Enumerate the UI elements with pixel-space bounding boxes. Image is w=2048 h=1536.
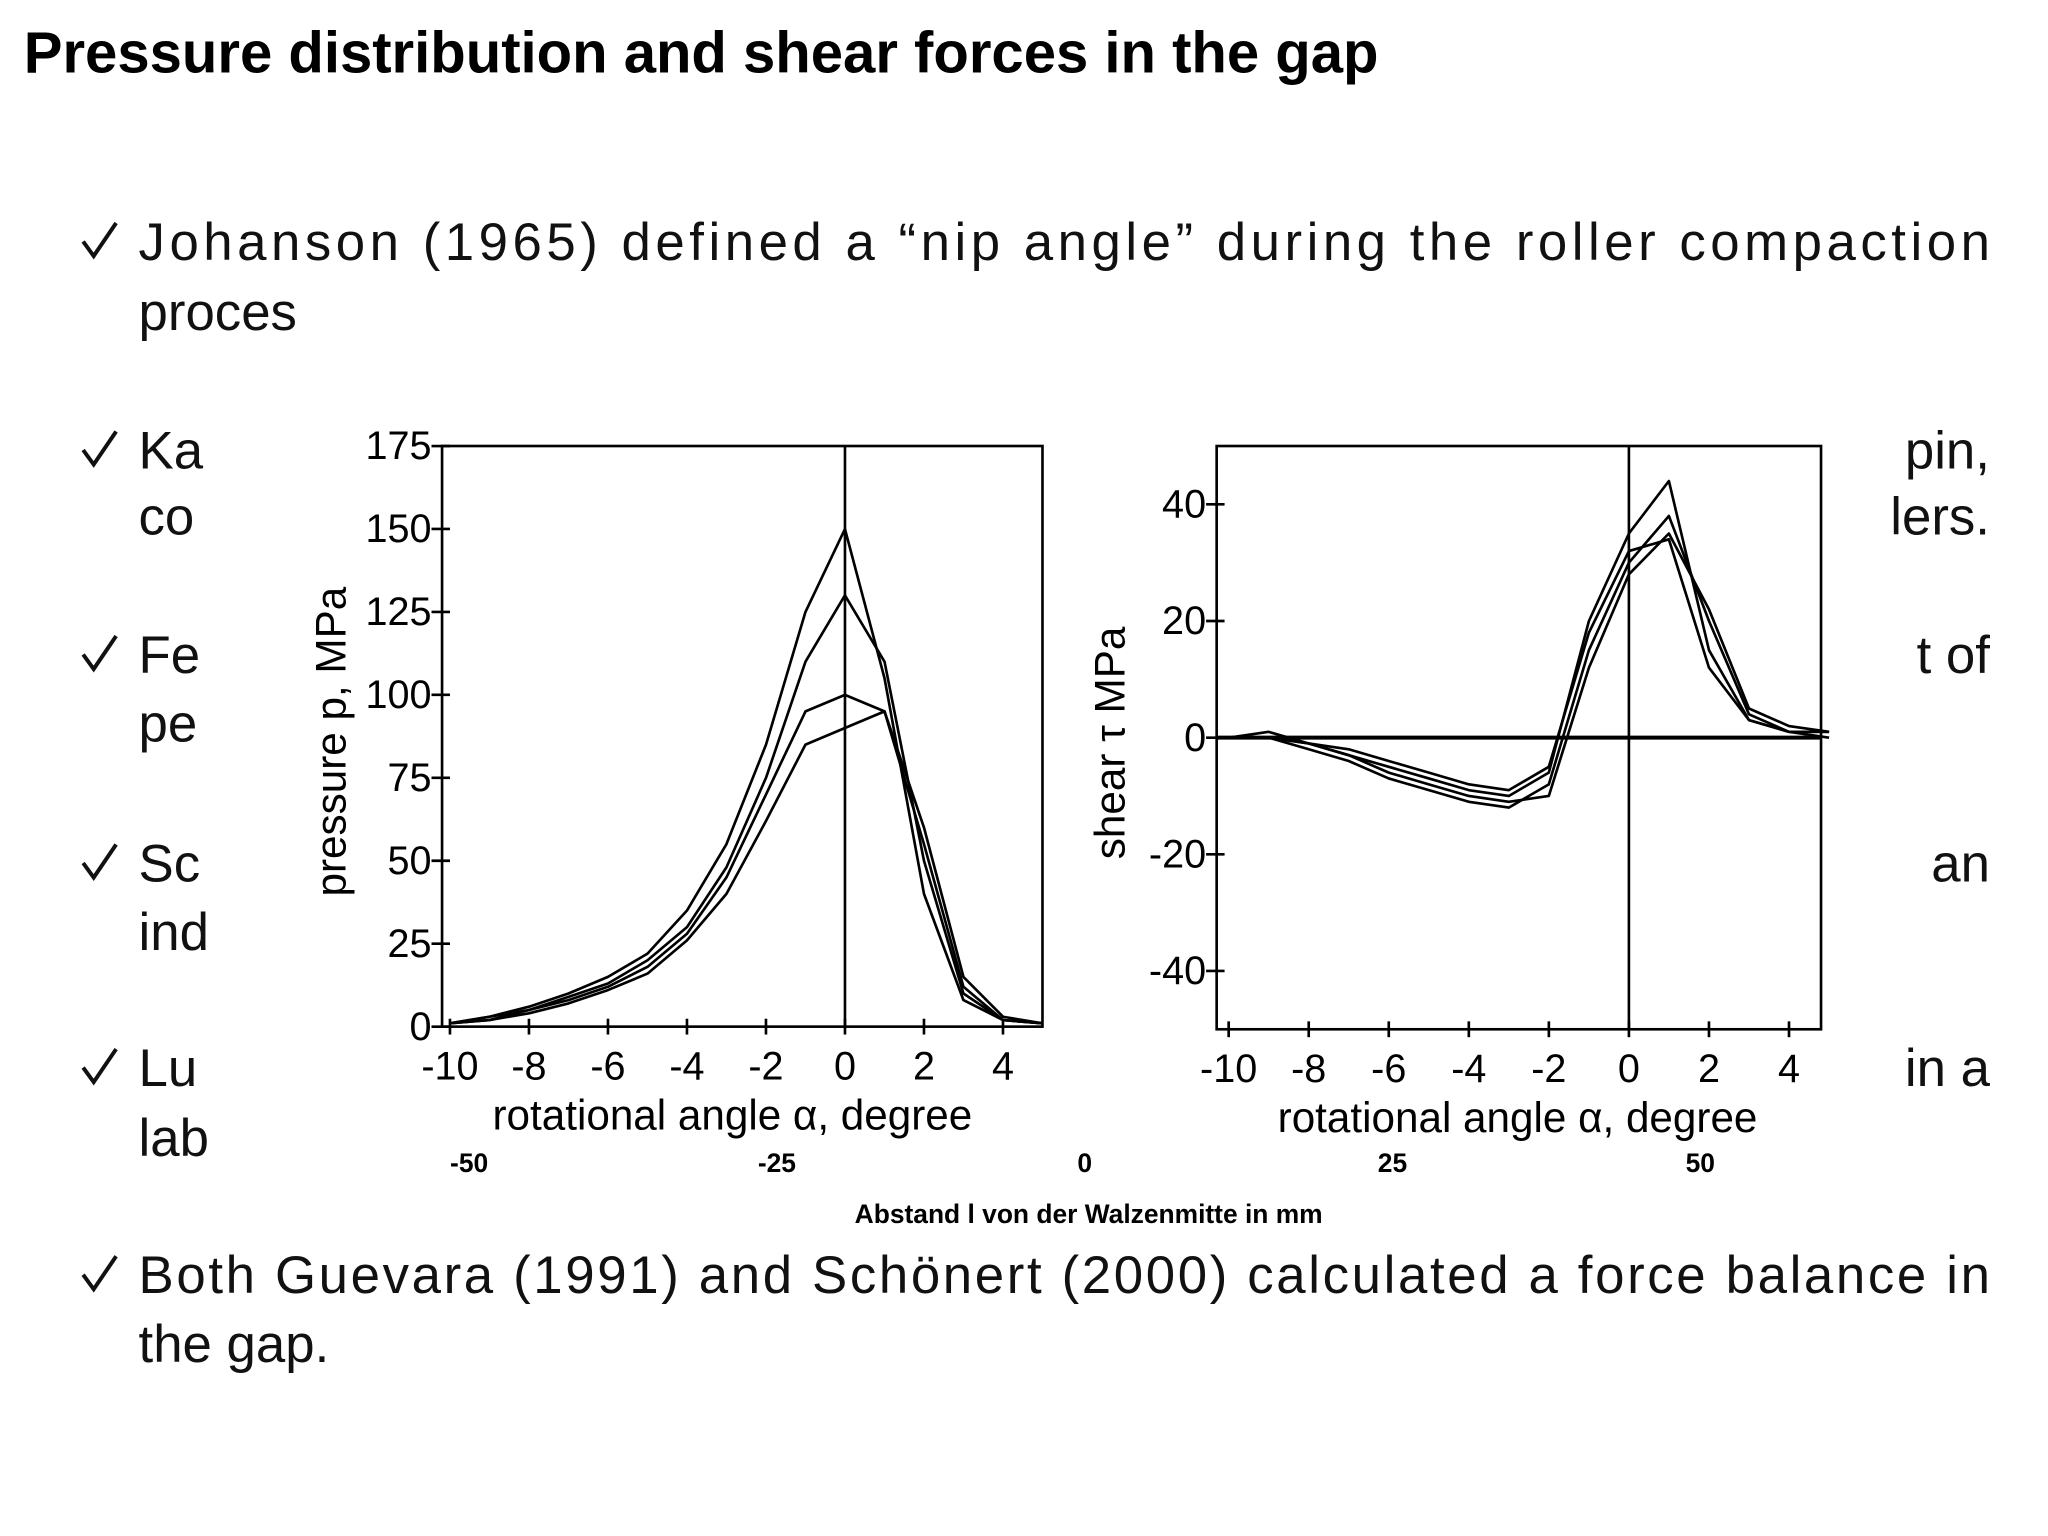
check-icon	[81, 843, 118, 881]
x-axis-label: rotational angle α, degree	[492, 1092, 972, 1139]
check-icon	[81, 430, 118, 468]
x-tick-label: 0	[834, 1044, 856, 1088]
bullet-text: Sc	[139, 834, 201, 893]
data-line	[449, 593, 1043, 1025]
check-icon	[81, 1255, 118, 1293]
y-tick-label: 150	[365, 507, 431, 551]
bullet-text: pin,	[1905, 421, 1990, 480]
y-tick-label: 20	[1162, 599, 1206, 643]
bullet-text: Both Guevara (1991) and Schönert (2000) …	[139, 1246, 1990, 1305]
bullet-text: Fe	[139, 626, 201, 685]
distance-tick-label: 25	[1378, 1148, 1407, 1178]
y-tick-label: 0	[409, 1005, 431, 1049]
y-axis-label: shear τ MPa	[1086, 626, 1133, 859]
check-icon	[81, 1047, 118, 1086]
x-tick-label: -10	[421, 1044, 478, 1088]
data-line	[1228, 532, 1830, 804]
distance-tick-label: 50	[1686, 1148, 1715, 1178]
check-icon	[81, 634, 118, 673]
y-axis-label: pressure p, MPa	[308, 586, 355, 896]
x-tick-label: -4	[669, 1044, 704, 1088]
bullet-text: Lu	[139, 1039, 198, 1098]
distance-tick-label: 0	[1077, 1148, 1092, 1178]
bullet-text: co	[139, 487, 195, 546]
bullet-text: lers.	[1890, 487, 1990, 546]
bullet-text: an	[1931, 834, 1990, 893]
y-tick-label: 50	[387, 839, 431, 883]
data-line	[1228, 514, 1830, 809]
x-tick-label: 4	[1778, 1047, 1800, 1091]
x-tick-label: -6	[590, 1044, 625, 1088]
bullet-text: Johanson (1965) defined a “nip angle” du…	[139, 213, 1990, 272]
data-line	[1228, 537, 1830, 792]
bullet-text: t of	[1917, 626, 1991, 685]
plot-frame	[440, 444, 1044, 1028]
y-tick-label: 40	[1162, 483, 1206, 527]
bullet-text: Ka	[139, 421, 204, 480]
y-tick-label: 175	[365, 424, 431, 468]
x-tick-label: -8	[511, 1044, 546, 1088]
y-tick-label: -40	[1149, 949, 1206, 993]
x-axis-label: rotational angle α, degree	[1278, 1094, 1758, 1141]
distance-tick-label: -25	[758, 1148, 796, 1178]
y-tick-label: 75	[387, 756, 431, 800]
data-line	[449, 527, 1043, 1025]
bullet-text: pe	[139, 695, 198, 754]
bullet-text: proces	[139, 283, 297, 342]
data-line	[449, 693, 1043, 1025]
x-tick-label: -2	[1531, 1047, 1566, 1091]
x-tick-label: -2	[748, 1044, 783, 1088]
bullet-text: ind	[139, 903, 209, 962]
y-tick-label: 100	[365, 673, 431, 717]
x-tick-label: 4	[992, 1044, 1014, 1088]
y-tick-label: 25	[387, 922, 431, 966]
distance-axis-label: Abstand l von der Walzenmitte in mm	[855, 1199, 1323, 1229]
x-tick-label: -10	[1200, 1047, 1257, 1091]
y-tick-label: -20	[1149, 832, 1206, 876]
y-tick-label: 125	[365, 590, 431, 634]
bullet-text: the gap.	[139, 1315, 330, 1374]
x-tick-label: 2	[1698, 1047, 1720, 1091]
x-tick-label: 0	[1618, 1047, 1640, 1091]
x-tick-label: -8	[1291, 1047, 1326, 1091]
x-tick-label: -4	[1451, 1047, 1486, 1091]
bullet-text: lab	[139, 1109, 209, 1168]
x-tick-label: -6	[1371, 1047, 1406, 1091]
check-icon	[81, 221, 118, 260]
distance-tick-label: -50	[450, 1148, 488, 1178]
x-tick-label: 2	[913, 1044, 935, 1088]
bullet-text: in a	[1905, 1039, 1991, 1098]
y-tick-label: 0	[1184, 716, 1206, 760]
data-line	[449, 710, 1043, 1025]
slide-title: Pressure distribution and shear forces i…	[24, 21, 1379, 86]
